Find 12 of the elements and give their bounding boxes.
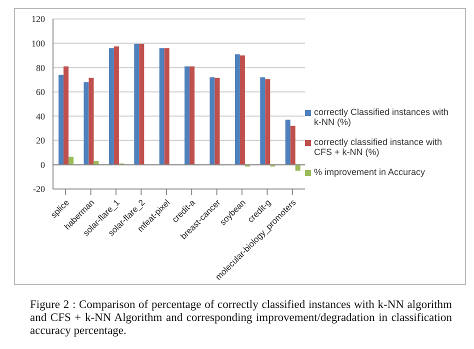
y-tick-label: 60 [36,87,46,98]
y-tick-label: 0 [40,160,46,170]
legend-label: % improvement in Accuracy [314,166,426,176]
y-tick-label: 80 [36,62,46,73]
y-tick-label: -20 [33,184,46,194]
legend-label: correctly classified instance with CFS + k-NN (%) [314,136,444,156]
caption: Figure 2 : Comparison of percentage of correctly classified instances with k-NN algorithm and CFS + k-NN Algorithm and corresponding improvement/degradation in classification accuracy percentage. [30,299,452,338]
y-tick-label: 40 [36,111,46,122]
y-tick-label: 120 [32,14,46,24]
y-tick-label: 20 [36,136,46,146]
y-tick-label: 100 [32,38,46,48]
legend-label: correctly Classified instances with k-NN (%) [314,106,450,126]
